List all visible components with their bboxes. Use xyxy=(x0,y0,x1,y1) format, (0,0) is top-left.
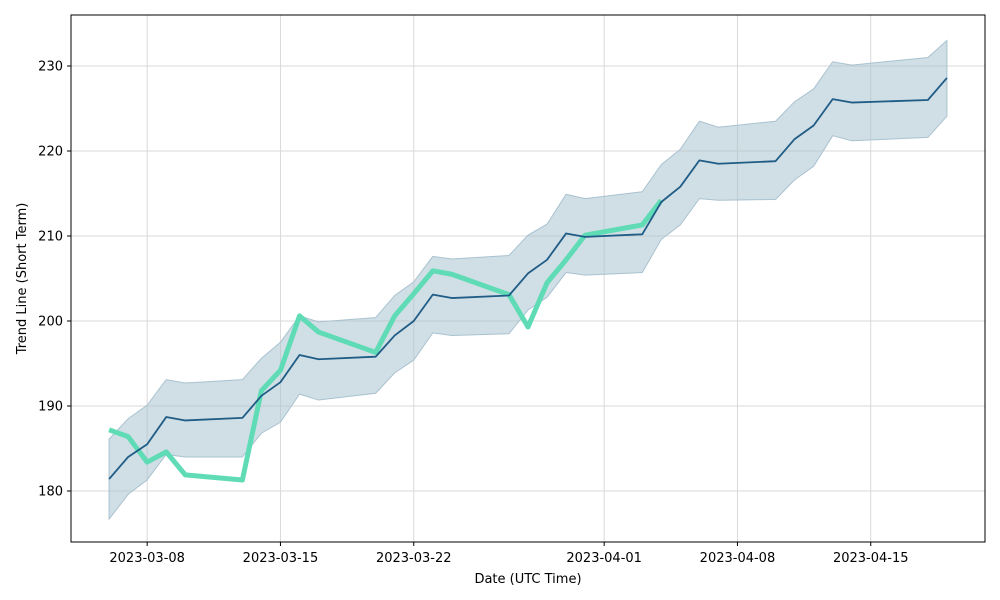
y-axis-ticks: 180 190 200 210 220 230 xyxy=(38,60,71,500)
x-tick-label: 2023-04-15 xyxy=(833,551,909,566)
y-tick-label: 210 xyxy=(38,230,63,245)
y-tick-label: 200 xyxy=(38,315,63,330)
x-tick-label: 2023-03-15 xyxy=(243,551,319,566)
y-tick-label: 180 xyxy=(38,485,63,500)
x-tick-label: 2023-03-22 xyxy=(376,551,452,566)
trend-line xyxy=(108,77,948,480)
y-tick-label: 190 xyxy=(38,400,63,415)
plot-area-frame xyxy=(70,14,986,543)
y-tick-label: 220 xyxy=(38,145,63,160)
x-axis-label: Date (UTC Time) xyxy=(474,572,581,587)
actual-line-layer xyxy=(108,198,664,483)
x-tick-label: 2023-04-08 xyxy=(700,551,776,566)
trend-line-layer xyxy=(108,77,948,480)
y-axis-label: Trend Line (Short Term) xyxy=(15,203,30,356)
y-tick-label: 230 xyxy=(38,60,63,75)
x-tick-label: 2023-04-01 xyxy=(566,551,642,566)
actual-price-line xyxy=(108,198,664,483)
x-tick-label: 2023-03-08 xyxy=(109,551,185,566)
confidence-band xyxy=(108,39,948,521)
x-axis-ticks: 2023-03-08 2023-03-15 2023-03-22 2023-04-01… xyxy=(109,542,909,566)
confidence-band-layer xyxy=(108,39,948,521)
